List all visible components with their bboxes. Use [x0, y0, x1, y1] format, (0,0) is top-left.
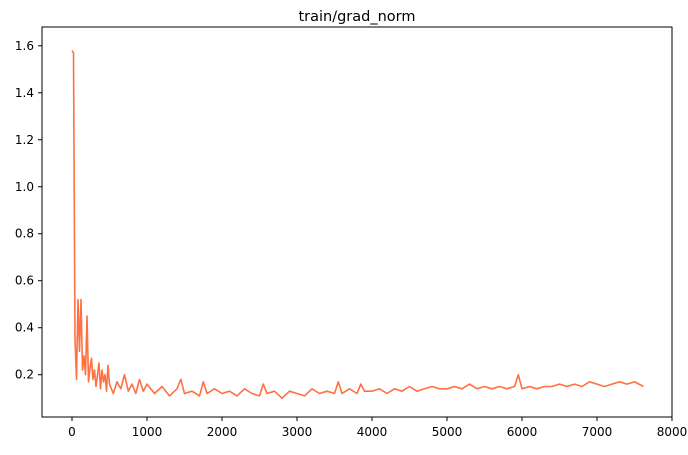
x-tick-label: 5000 [432, 425, 463, 439]
y-axis: 0.2 0.4 0.6 0.8 1.0 1.2 1.4 1.6 [15, 39, 42, 382]
y-tick-label: 1.6 [15, 39, 34, 53]
y-tick-label: 0.6 [15, 274, 34, 288]
y-tick-label: 1.4 [15, 86, 34, 100]
y-tick-label: 1.0 [15, 180, 34, 194]
x-tick-label: 6000 [507, 425, 538, 439]
x-axis: 0 1000 2000 3000 4000 5000 6000 7000 8000 [68, 417, 687, 439]
series-line [71, 50, 644, 400]
x-tick-label: 3000 [282, 425, 313, 439]
x-tick-label: 4000 [357, 425, 388, 439]
series-layer [71, 50, 644, 400]
x-tick-label: 1000 [132, 425, 163, 439]
x-tick-label: 2000 [207, 425, 238, 439]
plot-frame [41, 26, 673, 418]
plot-area [42, 27, 672, 417]
x-tick-label: 7000 [582, 425, 613, 439]
chart-title: train/grad_norm [298, 9, 415, 25]
y-tick-label: 0.4 [15, 321, 34, 335]
y-tick-label: 1.2 [15, 133, 34, 147]
x-tick-label: 8000 [657, 425, 688, 439]
y-tick-label: 0.2 [15, 368, 34, 382]
y-tick-label: 0.8 [15, 227, 34, 241]
x-tick-label: 0 [68, 425, 76, 439]
